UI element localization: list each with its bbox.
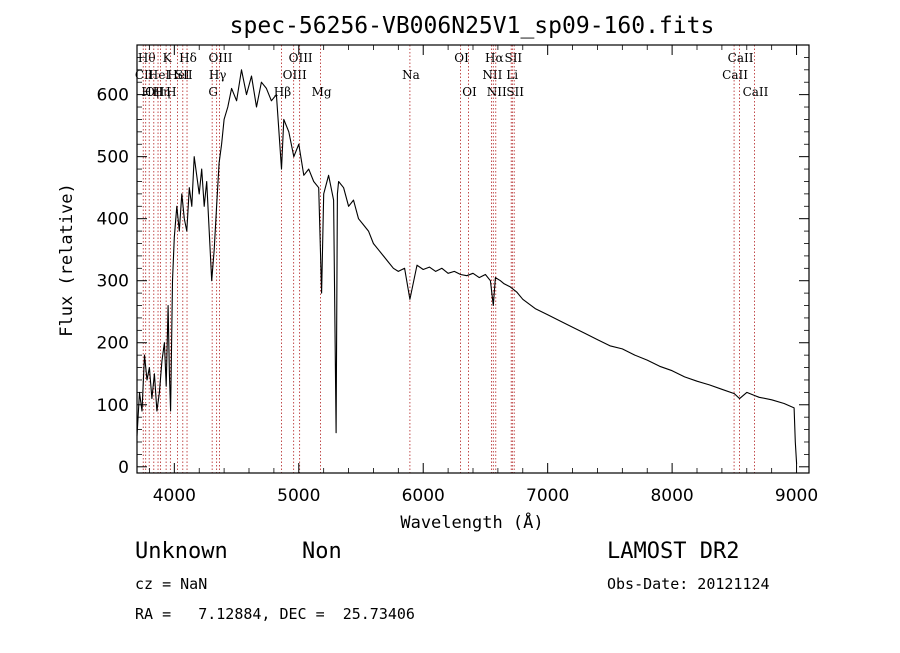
subclass-label: Non [302,539,342,564]
line-marker-label-8: HeI [167,68,190,82]
y-tick-label-5: 500 [97,148,129,168]
class-label: Unknown [135,539,228,564]
spectrum-line-0 [136,69,798,464]
x-axis-label: Wavelength (Å) [400,511,543,533]
line-marker-label-7: H [166,85,176,99]
plot-frame [136,44,810,474]
y-tick-label-0: 0 [118,458,129,478]
line-marker-label-27: CaII [722,68,748,82]
y-tick-label-6: 600 [97,86,129,106]
x-tick-label-0: 4000 [153,486,196,506]
line-marker-label-23: NII [487,85,507,99]
y-tick-label-1: 100 [97,396,129,416]
coordinates-label: RA = 7.12884, DEC = 25.73406 [135,605,415,623]
y-tick-label-2: 200 [97,334,129,354]
line-marker-label-17: Mg [312,85,332,99]
line-marker-label-10: Hδ [179,51,197,65]
line-marker-label-15: OIII [283,68,307,82]
survey-label: LAMOST DR2 [607,539,739,564]
y-tick-label-3: 300 [97,272,129,292]
x-tick-label-1: 5000 [277,486,320,506]
x-axis-ticks: 4000 5000 6000 7000 8000 9000 [149,45,818,506]
line-marker-label-25: SII [504,51,522,65]
line-marker-label-9: SII [175,68,193,82]
line-marker-label-20: OI [462,85,477,99]
line-marker-label-22: Hα [485,51,504,65]
obs-date-label: Obs-Date: 20121124 [607,575,770,593]
y-tick-label-4: 400 [97,210,129,230]
line-marker-label-26: SII [506,85,524,99]
y-axis-label: Flux (relative) [57,183,77,337]
line-marker-label-13: OIII [208,51,232,65]
y-axis-ticks: 0 100 200 300 400 500 600 [97,57,809,478]
line-marker-label-6: K [163,51,173,65]
line-marker-label-14: Hβ [274,85,291,99]
redshift-label: cz = NaN [135,575,207,593]
line-marker-label-3: OII [145,85,165,99]
line-marker-label-16: OIII [289,51,313,65]
x-tick-label-4: 8000 [650,486,693,506]
line-marker-label-24: Li [506,68,518,82]
line-marker-label-29: CaII [743,85,769,99]
line-marker-label-21: NII [482,68,502,82]
x-tick-label-3: 7000 [526,486,569,506]
x-tick-label-2: 6000 [402,486,445,506]
line-marker-label-19: OI [454,51,469,65]
line-marker-label-28: CaII [728,51,754,65]
line-marker-label-0: CII [135,68,154,82]
line-marker-label-2: Hη [141,85,159,99]
line-marker-label-11: G [208,85,218,99]
chart-title: spec-56256-VB006N25V1_sp09-160.fits [230,13,715,39]
line-marker-label-12: Hγ [209,68,227,82]
line-marker-label-1: Hθ [138,51,156,65]
line-marker-label-4: HeI [148,68,171,82]
emission-line-markers: CIIHθHηOIIHeIHηKHHeISIIHδGHγOIIIHβOIIIOI… [135,45,769,473]
spectrum-series [136,69,798,464]
x-tick-label-5: 9000 [775,486,818,506]
line-marker-label-18: Na [402,68,420,82]
